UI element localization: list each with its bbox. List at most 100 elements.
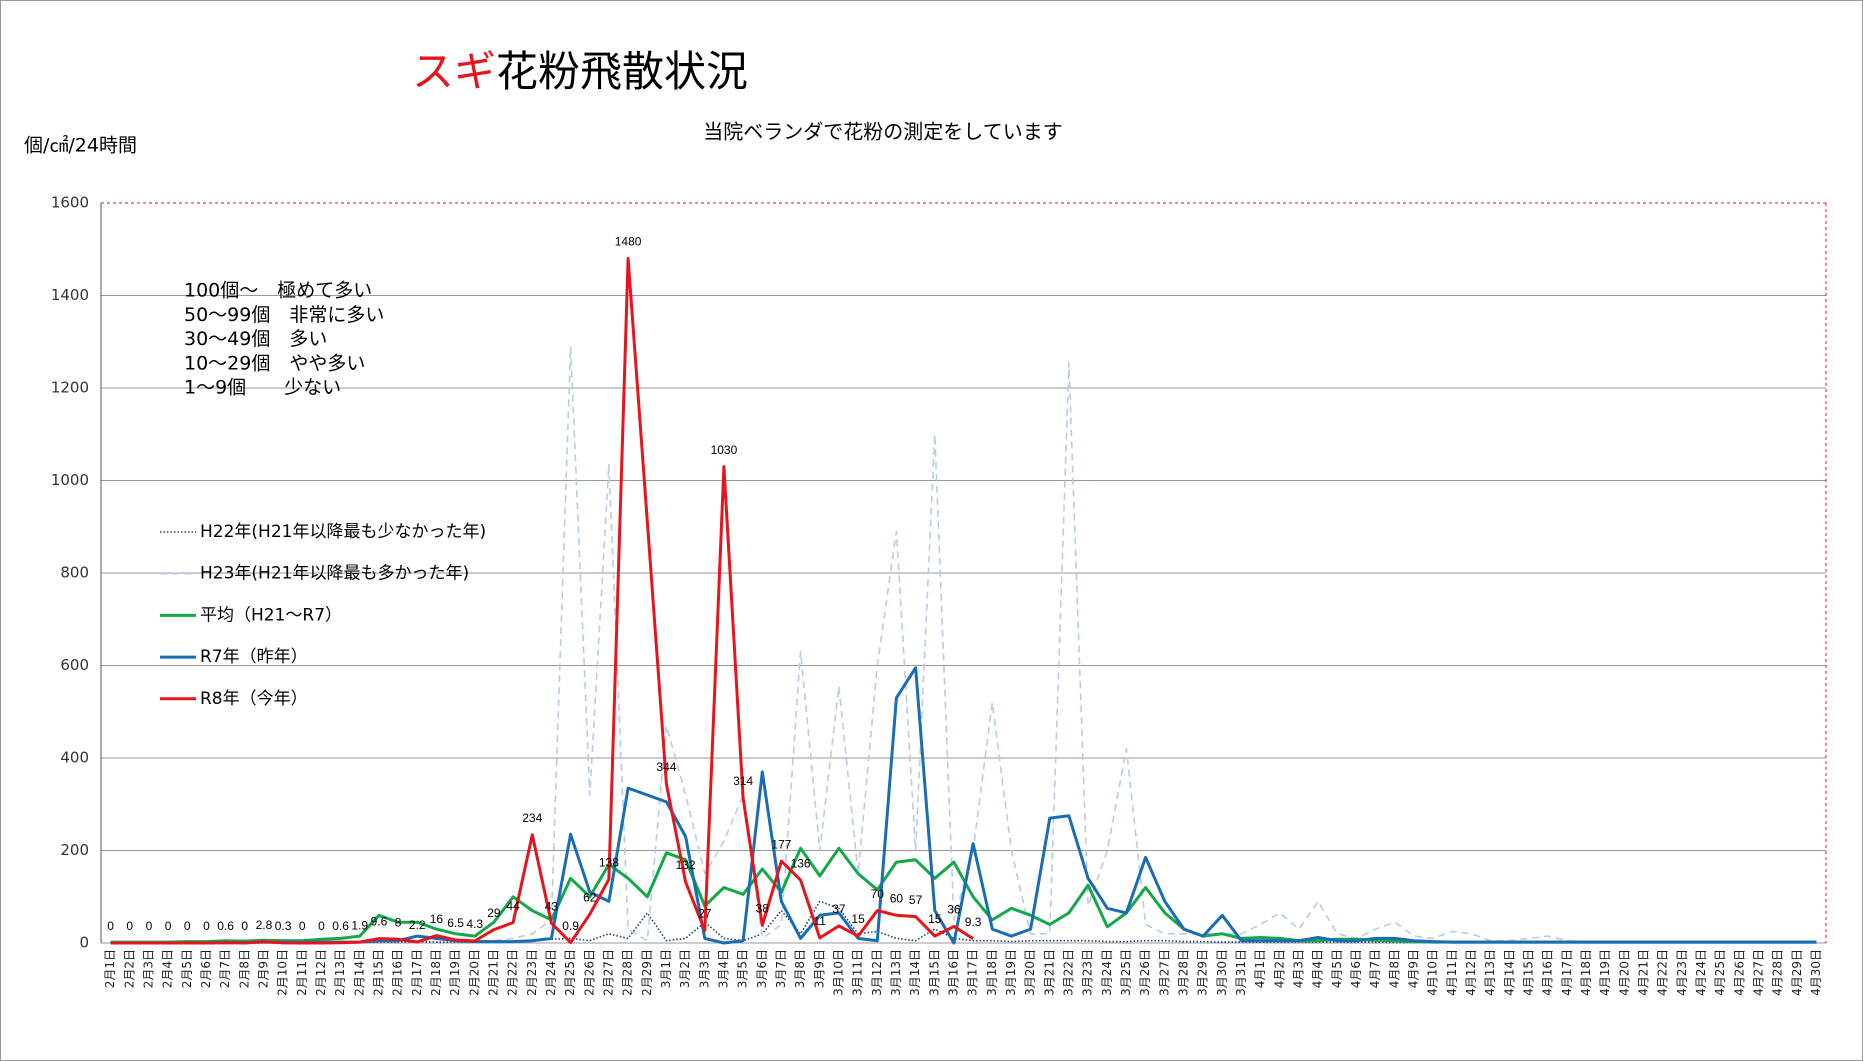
x-tick-label: 3月29日 — [1196, 949, 1210, 996]
x-tick-label: 2月19日 — [448, 949, 462, 996]
annotation: 10～29個 やや多い — [184, 352, 365, 374]
data-label: 138 — [599, 855, 619, 869]
annotation: 1～9個 少ない — [184, 377, 341, 399]
data-label: 2.2 — [409, 918, 426, 932]
x-tick-label: 3月26日 — [1138, 949, 1152, 996]
x-tick-label: 4月6日 — [1349, 949, 1363, 988]
x-tick-label: 4月20日 — [1617, 949, 1631, 996]
x-tick-label: 3月18日 — [985, 949, 999, 996]
data-label: 0 — [241, 919, 248, 933]
x-tick-label: 2月7日 — [218, 949, 232, 988]
data-label: 1030 — [711, 443, 738, 457]
x-tick-label: 3月15日 — [927, 949, 941, 996]
data-label: 0 — [165, 919, 172, 933]
data-label: 0 — [203, 919, 210, 933]
x-tick-label: 3月24日 — [1100, 949, 1114, 996]
title-part: スギ — [412, 47, 496, 96]
data-label: 9.6 — [371, 915, 388, 929]
x-tick-label: 4月18日 — [1579, 949, 1593, 996]
data-label: 1.9 — [351, 918, 368, 932]
x-tick-label: 4月12日 — [1464, 949, 1478, 996]
chart-title: スギ花粉飛散状況 — [412, 47, 748, 96]
x-tick-label: 2月15日 — [371, 949, 385, 996]
data-label: 70 — [871, 887, 885, 901]
subtitle: 当院ベランダで花粉の測定をしています — [703, 120, 1062, 144]
x-tick-label: 4月29日 — [1790, 949, 1804, 996]
x-tick-label: 3月9日 — [812, 949, 826, 988]
data-label: 234 — [522, 811, 542, 825]
data-label: 8 — [395, 915, 402, 929]
x-tick-label: 4月16日 — [1541, 949, 1555, 996]
x-tick-label: 2月28日 — [621, 949, 635, 996]
x-tick-label: 3月30日 — [1215, 949, 1229, 996]
x-tick-label: 4月1日 — [1253, 949, 1267, 988]
data-label: 44 — [506, 899, 520, 913]
x-tick-label: 3月5日 — [736, 949, 750, 988]
data-label: 15 — [928, 912, 942, 926]
data-label: 0 — [299, 919, 306, 933]
data-label: 177 — [771, 837, 791, 851]
x-tick-label: 3月28日 — [1176, 949, 1190, 996]
data-label: 9.3 — [965, 915, 982, 929]
title-part: 花粉飛散状況 — [496, 47, 748, 96]
x-tick-label: 4月3日 — [1291, 949, 1305, 988]
data-label: 37 — [832, 902, 846, 916]
x-tick-label: 2月29日 — [640, 949, 654, 996]
data-label: 43 — [545, 899, 559, 913]
data-label: 60 — [890, 891, 904, 905]
data-label: 16 — [430, 912, 444, 926]
data-label: 0.3 — [275, 919, 292, 933]
data-label: 11 — [814, 914, 827, 928]
x-tick-label: 3月7日 — [774, 949, 788, 988]
y-tick-label: 200 — [60, 841, 89, 859]
y-axis-label: 個/㎠/24時間 — [24, 134, 137, 157]
data-label: 6.5 — [447, 916, 464, 930]
x-tick-label: 4月15日 — [1521, 949, 1535, 996]
x-tick-label: 4月17日 — [1560, 949, 1574, 996]
x-tick-label: 2月17日 — [410, 949, 424, 996]
x-tick-label: 2月20日 — [467, 949, 481, 996]
y-tick-label: 600 — [60, 656, 89, 674]
x-tick-label: 2月13日 — [333, 949, 347, 996]
x-tick-label: 4月14日 — [1502, 949, 1516, 996]
x-tick-label: 2月12日 — [314, 949, 328, 996]
x-tick-label: 2月22日 — [506, 949, 520, 996]
x-tick-label: 3月22日 — [1061, 949, 1075, 996]
data-label: 0 — [146, 919, 153, 933]
x-tick-label: 4月11日 — [1445, 949, 1459, 996]
x-tick-label: 2月6日 — [199, 949, 213, 988]
x-tick-label: 4月4日 — [1311, 949, 1325, 988]
data-label: 314 — [733, 774, 753, 788]
x-tick-label: 2月18日 — [429, 949, 443, 996]
x-tick-label: 4月21日 — [1636, 949, 1650, 996]
series-line — [110, 666, 1817, 945]
x-tick-label: 2月21日 — [486, 949, 500, 996]
x-tick-label: 3月11日 — [851, 949, 865, 996]
x-tick-label: 3月2日 — [678, 949, 692, 988]
x-tick-label: 3月8日 — [793, 949, 807, 988]
x-tick-label: 4月19日 — [1598, 949, 1612, 996]
x-tick-label: 4月25日 — [1713, 949, 1727, 996]
x-tick-label: 2月3日 — [141, 949, 155, 988]
x-tick-label: 3月21日 — [1042, 949, 1056, 996]
x-tick-label: 4月24日 — [1694, 949, 1708, 996]
data-label: 29 — [487, 906, 501, 920]
data-label: 57 — [909, 893, 923, 907]
x-tick-label: 3月13日 — [889, 949, 903, 996]
x-tick-label: 3月20日 — [1023, 949, 1037, 996]
x-tick-label: 4月2日 — [1272, 949, 1286, 988]
y-tick-label: 400 — [60, 749, 89, 767]
x-tick-label: 2月16日 — [391, 949, 405, 996]
x-tick-label: 3月27日 — [1157, 949, 1171, 996]
data-label: 0 — [107, 919, 114, 933]
x-tick-label: 2月11日 — [295, 949, 309, 996]
x-tick-label: 4月22日 — [1656, 949, 1670, 996]
x-tick-label: 2月23日 — [525, 949, 539, 996]
y-tick-label: 1600 — [51, 194, 89, 212]
series-line — [110, 257, 974, 945]
x-tick-label: 3月6日 — [755, 949, 769, 988]
x-tick-label: 4月23日 — [1675, 949, 1689, 996]
x-tick-label: 4月5日 — [1330, 949, 1344, 988]
data-label: 1480 — [615, 235, 642, 249]
annotation: 30～49個 多い — [184, 328, 327, 350]
